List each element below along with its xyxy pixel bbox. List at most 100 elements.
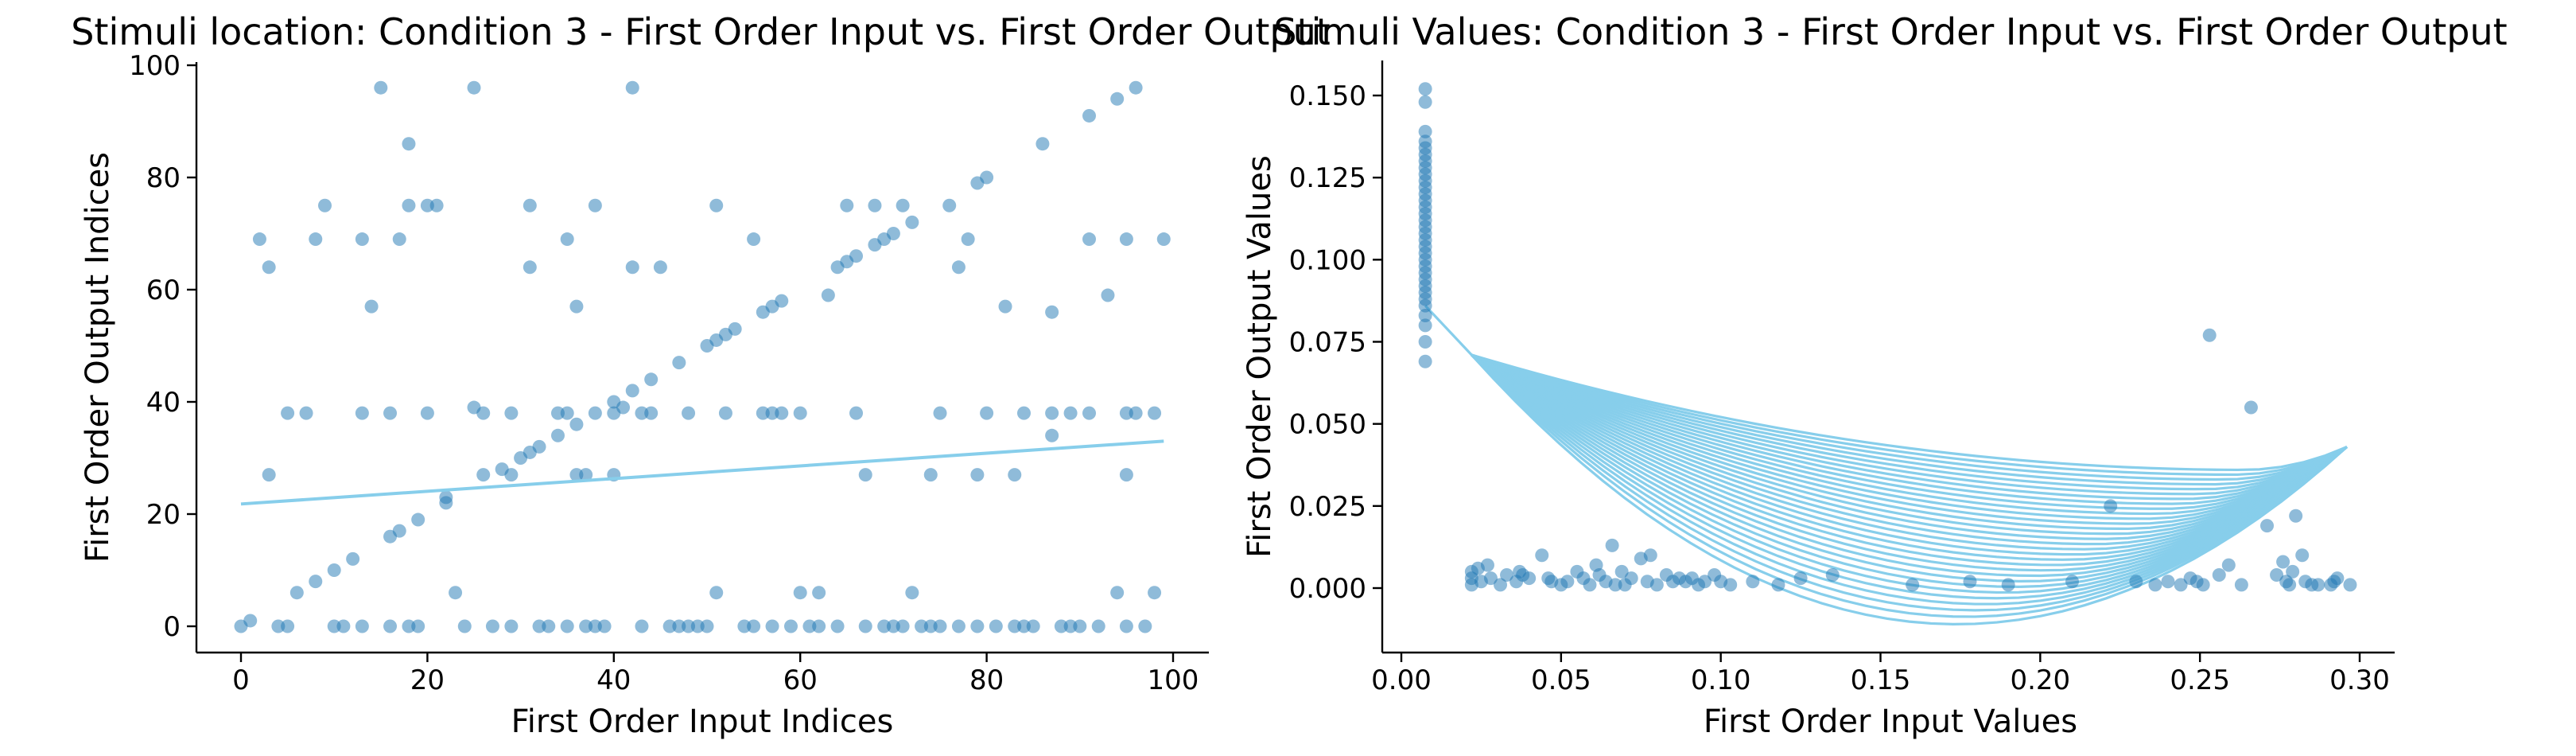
scatter-point <box>383 619 398 633</box>
scatter-point <box>523 198 537 212</box>
y-tick-label: 0.150 <box>1289 80 1366 112</box>
scatter-point <box>2202 328 2217 342</box>
fit-curve <box>1471 353 2348 567</box>
fit-curve <box>1471 353 2348 556</box>
x-tick-label: 0 <box>232 664 250 696</box>
scatter-point <box>532 619 546 633</box>
scatter-point <box>550 428 565 442</box>
scatter-point <box>364 299 379 314</box>
x-tick-label: 0.05 <box>1531 664 1591 696</box>
y-tick-label: 100 <box>129 50 181 82</box>
scatter-point <box>262 260 276 275</box>
scatter-point <box>1608 578 1622 592</box>
fit-curve <box>1471 353 2348 572</box>
scatter-point <box>597 619 612 633</box>
scatter-point <box>1494 578 1508 592</box>
scatter-point <box>1793 571 1808 586</box>
scatter-point <box>1624 571 1638 586</box>
x-tick-label: 40 <box>596 664 631 696</box>
scatter-point <box>1614 564 1629 579</box>
fit-curve <box>1471 353 2348 625</box>
scatter-point <box>1418 308 1432 322</box>
scatter-point <box>327 563 341 577</box>
scatter-point <box>588 406 602 420</box>
scatter-point <box>402 137 416 151</box>
scatter-point <box>662 619 677 633</box>
scatter-point <box>1480 558 1494 572</box>
scatter-point <box>262 468 276 482</box>
plot-area-left <box>234 80 1171 633</box>
scatter-point <box>1418 134 1432 149</box>
y-tick-label: 80 <box>146 162 181 194</box>
scatter-point <box>1035 137 1050 151</box>
scatter-point <box>420 198 434 212</box>
scatter-point <box>402 619 416 633</box>
y-tick-label: 0.100 <box>1289 244 1366 276</box>
scatter-point <box>775 294 789 308</box>
fit-curve <box>1471 353 2348 481</box>
scatter-point <box>1418 95 1432 109</box>
scatter-point <box>281 619 295 633</box>
fit-curve <box>1471 353 2348 520</box>
fit-curve <box>1471 353 2348 536</box>
scatter-point <box>877 619 892 633</box>
x-tick-label: 60 <box>783 664 818 696</box>
fit-curve <box>1471 353 2348 578</box>
scatter-point <box>560 619 574 633</box>
scatter-point <box>709 586 724 600</box>
fit-curve <box>1471 353 2348 546</box>
scatter-point <box>1129 80 1143 95</box>
scatter-point <box>737 619 752 633</box>
y-tick-label: 0 <box>163 611 181 643</box>
scatter-point <box>2148 578 2162 592</box>
scatter-point <box>905 586 919 600</box>
scatter-point <box>569 468 584 482</box>
scatter-point <box>2286 564 2300 579</box>
scatter-point <box>550 406 565 420</box>
scatter-point <box>457 619 472 633</box>
scatter-point <box>1091 619 1105 633</box>
scatter-point <box>1698 575 1712 589</box>
fit-curve <box>1471 353 2348 612</box>
fit-curve <box>1471 353 2348 486</box>
scatter-point <box>858 619 872 633</box>
scatter-point <box>765 406 779 420</box>
scatter-point <box>970 468 985 482</box>
scatter-point <box>821 288 835 302</box>
scatter-point <box>951 619 966 633</box>
scatter-point <box>2065 575 2079 589</box>
scatter-point <box>1054 619 1068 633</box>
scatter-point <box>1063 406 1078 420</box>
scatter-point <box>1008 468 1022 482</box>
scatter-point <box>1418 335 1432 349</box>
fit-curve <box>1471 353 2348 496</box>
scatter-point <box>625 384 639 398</box>
fit-curve <box>1471 353 2348 561</box>
scatter-point <box>588 198 602 212</box>
scatter-point <box>2129 575 2143 589</box>
scatter-point <box>2221 558 2236 572</box>
scatter-point <box>970 619 985 633</box>
fit-curve <box>1471 353 2348 477</box>
scatter-point <box>504 619 519 633</box>
scatter-point <box>2260 519 2275 533</box>
scatter-point <box>858 468 872 482</box>
y-tick-label: 0.050 <box>1289 409 1366 441</box>
y-axis-label-left: First Order Output Indices <box>80 152 116 563</box>
trend-line <box>240 439 1164 506</box>
x-tick-label: 0.00 <box>1371 664 1432 696</box>
scatter-point <box>700 619 714 633</box>
x-tick-label: 0.15 <box>1851 664 1911 696</box>
scatter-point <box>1119 619 1133 633</box>
scatter-point <box>532 439 546 454</box>
scatter-point <box>896 198 910 212</box>
scatter-point <box>747 619 761 633</box>
scatter-point <box>1119 232 1133 247</box>
scatter-point <box>346 551 360 566</box>
scatter-point <box>849 249 864 263</box>
scatter-point <box>942 198 957 212</box>
fit-curve <box>1471 353 2348 505</box>
scatter-point <box>569 299 584 314</box>
scatter-point <box>951 260 966 275</box>
scatter-point <box>1723 578 1738 592</box>
